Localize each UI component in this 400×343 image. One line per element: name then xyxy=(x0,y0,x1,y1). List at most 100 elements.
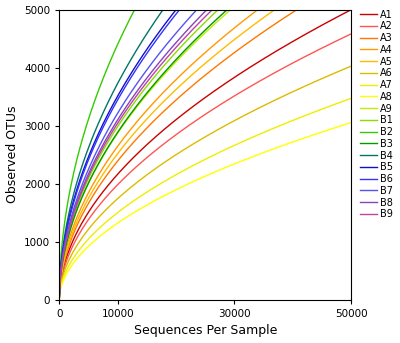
A8 xyxy=(231,162,236,166)
A5 xyxy=(57,297,62,301)
A6 xyxy=(303,84,308,88)
A6 xyxy=(349,64,354,68)
B3 xyxy=(236,0,240,2)
Line: A6: A6 xyxy=(59,66,351,299)
Y-axis label: Observed OTUs: Observed OTUs xyxy=(6,106,18,203)
A3 xyxy=(58,282,63,286)
A1 xyxy=(231,76,236,80)
Line: B2: B2 xyxy=(59,0,351,297)
Line: A5: A5 xyxy=(59,0,351,299)
B5 xyxy=(57,296,62,300)
A5 xyxy=(230,39,234,44)
Line: A4: A4 xyxy=(59,0,351,299)
A8 xyxy=(230,163,234,167)
A1 xyxy=(230,77,234,81)
Line: B7: B7 xyxy=(59,0,351,298)
A7 xyxy=(57,297,62,301)
A4 xyxy=(57,297,62,301)
A3 xyxy=(236,48,240,52)
B3 xyxy=(230,3,234,7)
B6 xyxy=(57,296,62,300)
A9 xyxy=(231,5,236,10)
A2 xyxy=(236,92,240,96)
B8 xyxy=(57,296,62,300)
A2 xyxy=(349,32,354,36)
B2 xyxy=(58,265,63,269)
A9 xyxy=(58,277,63,282)
A5 xyxy=(58,281,63,285)
B8 xyxy=(58,276,63,280)
Line: B5: B5 xyxy=(59,0,351,298)
A1 xyxy=(349,8,354,12)
B3 xyxy=(58,278,63,282)
A1 xyxy=(321,22,326,26)
A8 xyxy=(349,120,354,125)
A7 xyxy=(58,287,63,292)
A2 xyxy=(230,95,234,99)
A6 xyxy=(231,119,236,123)
A5 xyxy=(231,39,236,43)
A6 xyxy=(230,120,234,124)
A4 xyxy=(58,280,63,284)
A6 xyxy=(57,297,62,301)
A2 xyxy=(231,95,236,99)
Line: A8: A8 xyxy=(59,122,351,299)
Line: B3: B3 xyxy=(59,0,351,298)
Line: B8: B8 xyxy=(59,0,351,298)
A9 xyxy=(57,296,62,300)
A7 xyxy=(303,114,308,118)
A8 xyxy=(58,288,63,293)
A4 xyxy=(236,23,240,27)
A2 xyxy=(57,297,62,301)
Line: B1: B1 xyxy=(59,0,351,298)
B9 xyxy=(57,296,62,300)
B7 xyxy=(58,275,63,279)
A6 xyxy=(321,76,326,80)
A7 xyxy=(236,142,240,146)
A8 xyxy=(303,135,308,140)
A8 xyxy=(236,161,240,165)
Line: A7: A7 xyxy=(59,98,351,299)
A1 xyxy=(57,297,62,301)
A1 xyxy=(236,73,240,77)
B4 xyxy=(58,271,63,275)
A3 xyxy=(231,51,236,56)
B7 xyxy=(57,296,62,300)
A3 xyxy=(303,2,308,7)
A4 xyxy=(230,28,234,32)
A2 xyxy=(321,45,326,49)
A7 xyxy=(231,144,236,148)
A3 xyxy=(57,297,62,301)
Line: B4: B4 xyxy=(59,0,351,298)
B9 xyxy=(58,276,63,280)
A9 xyxy=(236,1,240,5)
B6 xyxy=(58,273,63,277)
A2 xyxy=(303,55,308,59)
A8 xyxy=(57,297,62,301)
A8 xyxy=(321,129,326,133)
B1 xyxy=(57,296,62,300)
B4 xyxy=(57,296,62,300)
Line: A2: A2 xyxy=(59,34,351,299)
X-axis label: Sequences Per Sample: Sequences Per Sample xyxy=(134,324,277,338)
B5 xyxy=(58,272,63,276)
Line: A9: A9 xyxy=(59,0,351,298)
A6 xyxy=(236,117,240,121)
B3 xyxy=(57,296,62,300)
B3 xyxy=(231,2,236,7)
A6 xyxy=(58,286,63,290)
A9 xyxy=(230,7,234,11)
B1 xyxy=(58,277,63,281)
A1 xyxy=(58,283,63,287)
A3 xyxy=(230,52,234,56)
A2 xyxy=(58,284,63,288)
Line: A3: A3 xyxy=(59,0,351,299)
A4 xyxy=(231,27,236,31)
Line: B9: B9 xyxy=(59,0,351,298)
A7 xyxy=(230,144,234,149)
A5 xyxy=(236,35,240,39)
Legend: A1, A2, A3, A4, A5, A6, A7, A8, A9, B1, B2, B3, B4, B5, B6, B7, B8, B9: A1, A2, A3, A4, A5, A6, A7, A8, A9, B1, … xyxy=(359,9,394,220)
Line: B6: B6 xyxy=(59,0,351,298)
B2 xyxy=(57,295,62,299)
Line: A1: A1 xyxy=(59,10,351,299)
